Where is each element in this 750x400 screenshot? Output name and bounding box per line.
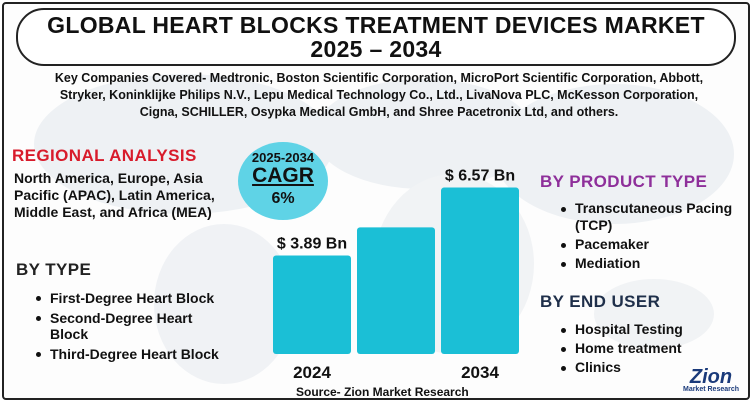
key-companies: Key Companies Covered- Medtronic, Boston… bbox=[54, 71, 704, 119]
cagr-period: 2025-2034 bbox=[251, 150, 315, 165]
by-product-heading: BY PRODUCT TYPE bbox=[540, 172, 708, 191]
source-note: Source- Zion Market Research bbox=[296, 385, 469, 399]
title-line-2: 2025 – 2034 bbox=[310, 36, 442, 62]
list-item: Third-Degree Heart Block bbox=[34, 346, 234, 362]
by-type-list: First-Degree Heart Block Second-Degree H… bbox=[34, 290, 234, 366]
bar-value-label: $ 3.89 Bn bbox=[277, 235, 347, 252]
market-bar-chart: $ 3.89 Bn 2024 $ 6.57 Bn 2034 bbox=[273, 168, 519, 382]
cagr-label: CAGR bbox=[252, 164, 314, 187]
title-line-1: GLOBAL HEART BLOCKS TREATMENT DEVICES MA… bbox=[47, 12, 705, 38]
list-item: Clinics bbox=[559, 359, 748, 376]
zion-logo: Zion Market Research bbox=[679, 366, 743, 394]
regional-analysis-text: North America, Europe, Asia Pacific (APA… bbox=[14, 170, 215, 220]
list-item: Transcutaneous Pacing (TCP) bbox=[559, 200, 748, 234]
title-banner: GLOBAL HEART BLOCKS TREATMENT DEVICES MA… bbox=[16, 8, 736, 66]
x-tick-label: 2034 bbox=[461, 363, 499, 382]
logo-subtitle: Market Research bbox=[682, 386, 740, 393]
bar-mid bbox=[357, 227, 435, 354]
regional-analysis-heading: REGIONAL ANALYSIS bbox=[12, 146, 197, 165]
bar-2034 bbox=[441, 187, 519, 354]
bar-2024 bbox=[273, 255, 351, 354]
list-item: Second-Degree Heart Block bbox=[34, 310, 234, 342]
by-product-list: Transcutaneous Pacing (TCP) Pacemaker Me… bbox=[559, 200, 748, 274]
list-item: Hospital Testing bbox=[559, 321, 748, 338]
list-item: Pacemaker bbox=[559, 236, 748, 253]
bar-value-label: $ 6.57 Bn bbox=[445, 168, 515, 185]
x-tick-label: 2024 bbox=[293, 363, 331, 382]
cagr-value: 6% bbox=[271, 190, 295, 207]
cagr-badge: 2025-2034 CAGR 6% bbox=[238, 142, 328, 220]
list-item: Mediation bbox=[559, 255, 748, 272]
by-end-user-heading: BY END USER bbox=[540, 292, 661, 311]
logo-name: Zion bbox=[689, 366, 733, 388]
by-type-heading: BY TYPE bbox=[16, 260, 92, 279]
by-end-user-list: Hospital Testing Home treatment Clinics bbox=[559, 321, 748, 378]
list-item: Home treatment bbox=[559, 340, 748, 357]
list-item: First-Degree Heart Block bbox=[34, 290, 234, 306]
